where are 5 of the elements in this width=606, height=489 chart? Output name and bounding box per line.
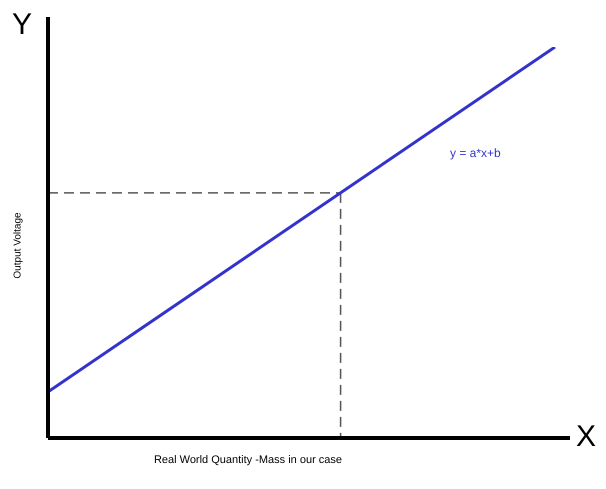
series-label: y = a*x+b — [450, 146, 501, 160]
x-axis-title: Real World Quantity -Mass in our case — [152, 454, 344, 466]
y-axis-title: Output Voltage — [12, 211, 24, 281]
text: Y — [12, 8, 32, 42]
text: X — [576, 420, 596, 454]
